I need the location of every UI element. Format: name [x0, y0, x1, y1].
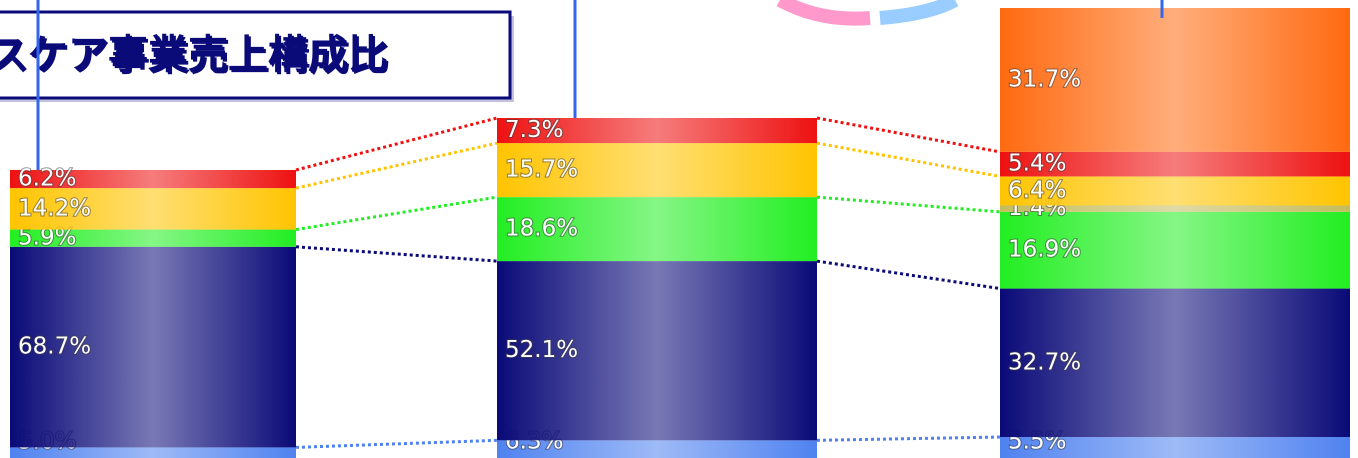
decor-arc	[776, 0, 871, 26]
connector	[295, 116, 498, 172]
connector	[295, 245, 498, 263]
data-label: 31.7%	[1008, 66, 1081, 92]
bar-segment	[1000, 176, 1350, 206]
bar-segment	[1000, 288, 1350, 438]
bar-segment	[497, 143, 817, 198]
connector	[295, 438, 498, 449]
bar-segment	[10, 229, 296, 247]
bar-segment	[10, 246, 296, 448]
data-label: 68.7%	[18, 334, 91, 360]
bar-segment	[497, 261, 817, 441]
connector	[816, 435, 1001, 442]
connector	[816, 259, 1001, 291]
bar-segment	[10, 188, 296, 230]
data-label: 52.1%	[505, 337, 578, 363]
data-label: 6.2%	[18, 166, 76, 192]
connector	[295, 141, 498, 190]
data-label: 14.2%	[18, 195, 91, 221]
connector	[816, 195, 1001, 214]
connector	[816, 141, 1001, 178]
bar-segment	[1000, 205, 1350, 212]
connector	[295, 195, 498, 232]
title-shadow-text: スケア事業売上構成比	[0, 34, 390, 80]
bar-segment	[497, 118, 817, 144]
bar-segment	[1000, 211, 1350, 289]
data-label: 15.7%	[505, 157, 578, 183]
data-label: 18.6%	[505, 216, 578, 242]
bar-segment	[1000, 151, 1350, 177]
title-box	[0, 10, 512, 100]
bar-segment	[1000, 8, 1350, 152]
chart-title: スケア事業売上構成比	[0, 32, 388, 78]
data-label: 5.4%	[1008, 151, 1066, 177]
data-label: 16.9%	[1008, 237, 1081, 263]
bar-segment	[497, 440, 817, 458]
data-label: 6.4%	[1008, 177, 1066, 203]
data-label: 32.7%	[1008, 349, 1081, 375]
connector	[816, 116, 1001, 154]
data-label: 7.3%	[505, 117, 563, 143]
bar-segment	[1000, 437, 1350, 458]
decor-arc	[879, 0, 959, 25]
bar-segment	[10, 447, 296, 458]
bar-segment	[497, 197, 817, 262]
bar-segment	[10, 170, 296, 189]
